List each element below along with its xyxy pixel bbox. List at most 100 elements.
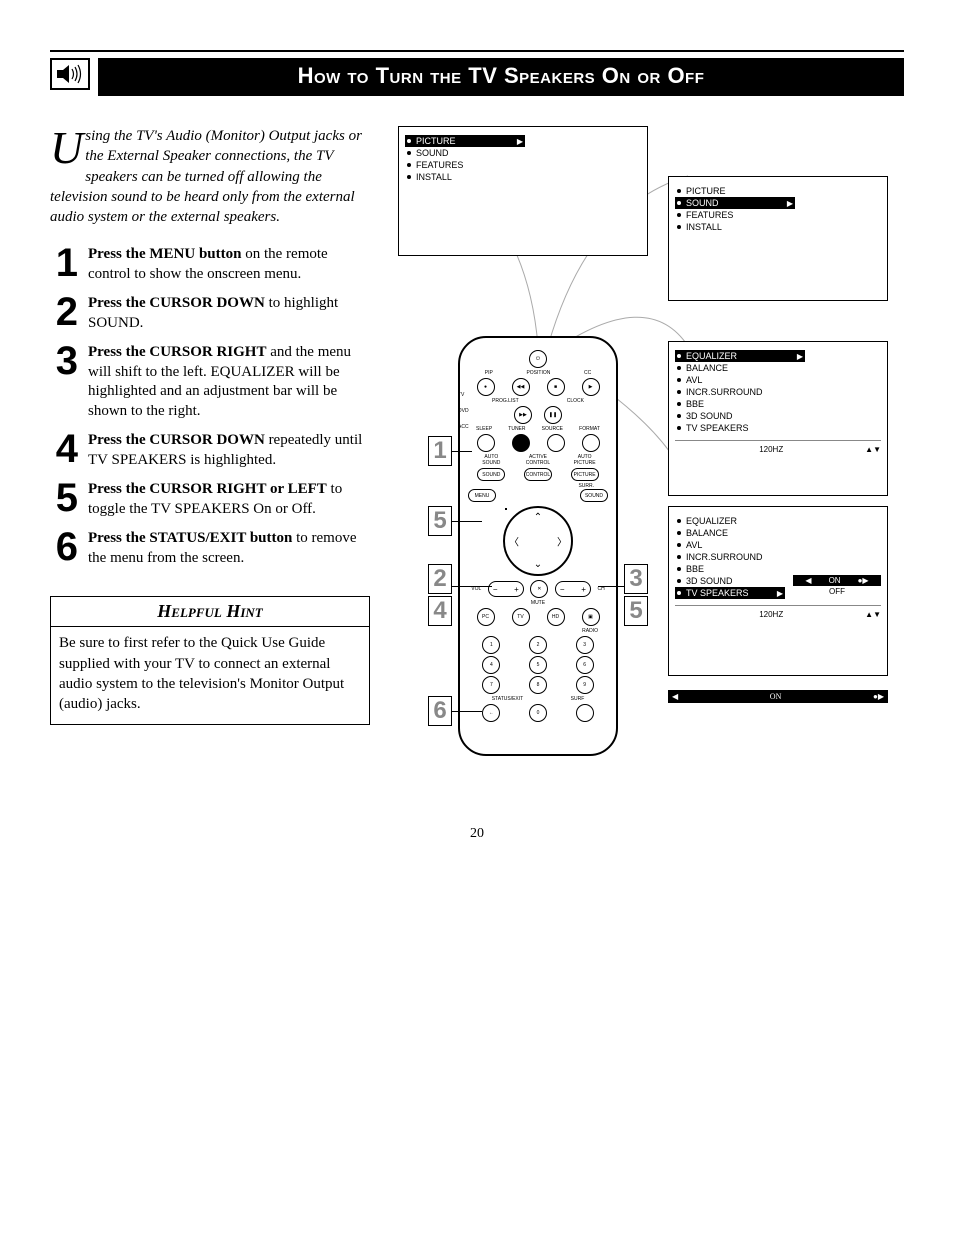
osd-item: PICTURE▶ [405, 135, 525, 147]
label: TV [458, 392, 464, 398]
osd-item: FEATURES [675, 209, 795, 221]
cursor-dpad[interactable]: ⌃ ⌄ 〈 〉 [503, 506, 573, 576]
digit-button[interactable]: 0 [529, 704, 547, 722]
intro-dropcap: U [50, 126, 85, 167]
label: CC [584, 370, 591, 376]
osd-item: BALANCE [675, 362, 805, 374]
auto-picture-button[interactable]: PICTURE [571, 468, 599, 481]
menu-button[interactable]: MENU [468, 489, 496, 502]
stop-button[interactable]: ■ [547, 378, 565, 396]
pause-button[interactable]: ❚❚ [544, 406, 562, 424]
pc-button[interactable]: PC [477, 608, 495, 626]
step-text: Press the CURSOR RIGHT and the menu will… [88, 343, 370, 421]
osd-adjust-bar: 120HZ▲▼ [675, 605, 881, 619]
leader-line [452, 451, 472, 452]
hint-heading: Helpful Hint [51, 597, 369, 627]
cursor-up-icon: ⌃ [534, 512, 542, 523]
digit-button[interactable]: 3 [576, 636, 594, 654]
label: TUNER [508, 426, 525, 432]
osd-item: BBE [675, 398, 805, 410]
step-item: 2 Press the CURSOR DOWN to highlight SOU… [50, 294, 370, 333]
digit-button[interactable]: 4 [482, 656, 500, 674]
sound-button[interactable]: SOUND [580, 489, 608, 502]
step-text: Press the CURSOR RIGHT or LEFT to toggle… [88, 480, 370, 519]
osd-item: AVL [675, 539, 785, 551]
right-column: PICTURE▶ SOUND FEATURES INSTALL PICTURE … [388, 126, 904, 766]
arrow-right-icon: ●▶ [873, 692, 884, 701]
arrow-left-icon: ◀ [672, 692, 678, 701]
osd-item: TV SPEAKERS▶ [675, 587, 785, 599]
hd-button[interactable]: HD [547, 608, 565, 626]
power-button[interactable]: ⏻ [529, 350, 547, 368]
channel-rocker[interactable]: −+ [555, 581, 591, 597]
leader-line [452, 586, 492, 587]
osd-item: SOUND [405, 147, 525, 159]
step-number: 6 [50, 529, 78, 568]
remote-control: ⏻ PIP POSITION CC ● ◀◀ ■ ▶ TV DVD ACC PR… [458, 336, 618, 756]
label: POSITION [526, 370, 550, 376]
step-text: Press the CURSOR DOWN to highlight SOUND… [88, 294, 370, 333]
digit-button[interactable]: 7 [482, 676, 500, 694]
label: STATUS/EXIT [492, 696, 523, 702]
leader-line [598, 586, 624, 587]
intro-paragraph: U sing the TV's Audio (Monitor) Output j… [50, 126, 370, 227]
sleep-button[interactable] [477, 434, 495, 452]
tuner-button[interactable] [512, 434, 530, 452]
callout-box: 3 [624, 564, 648, 594]
osd-item: PICTURE [675, 185, 795, 197]
left-column: U sing the TV's Audio (Monitor) Output j… [50, 126, 370, 725]
diagram-area: PICTURE▶ SOUND FEATURES INSTALL PICTURE … [388, 126, 904, 766]
rewind-button[interactable]: ◀◀ [512, 378, 530, 396]
digit-button[interactable]: 1 [482, 636, 500, 654]
digit-button[interactable]: 2 [529, 636, 547, 654]
label: DVD [458, 408, 469, 414]
callout-box: 2 [428, 564, 452, 594]
step-number: 4 [50, 431, 78, 470]
digit-button[interactable]: 5 [529, 656, 547, 674]
leader-line [452, 521, 482, 522]
volume-rocker[interactable]: −+ [488, 581, 524, 597]
radio-button[interactable]: ▣ [582, 608, 600, 626]
leader-line [452, 711, 482, 712]
osd-equalizer: EQUALIZER▶ BALANCE AVL INCR.SURROUND BBE… [668, 341, 888, 496]
osd-value: ◀ ON ●▶ [793, 575, 881, 586]
active-control-button[interactable]: CONTROL [524, 468, 552, 481]
status-exit-button[interactable]: ← [482, 704, 500, 722]
mute-button[interactable]: ✕ [530, 580, 548, 598]
auto-sound-button[interactable]: SOUND [477, 468, 505, 481]
label: AUTO PICTURE [570, 454, 600, 466]
digit-button[interactable]: 8 [529, 676, 547, 694]
format-button[interactable] [582, 434, 600, 452]
helpful-hint-box: Helpful Hint Be sure to first refer to t… [50, 596, 370, 725]
digit-button[interactable]: 6 [576, 656, 594, 674]
step-number: 5 [50, 480, 78, 519]
callout-box: 1 [428, 436, 452, 466]
osd-result-value: ON [770, 692, 782, 701]
step-text: Press the MENU button on the remote cont… [88, 245, 370, 284]
callout-box: 4 [428, 596, 452, 626]
hint-body: Be sure to first refer to the Quick Use … [51, 627, 369, 724]
title-text: How to Turn the TV Speakers On or Off [298, 63, 705, 88]
osd-item: BBE [675, 563, 785, 575]
osd-item: 3D SOUND [675, 410, 805, 422]
tv-button[interactable]: TV [512, 608, 530, 626]
label: AUTO SOUND [476, 454, 506, 466]
intro-text: sing the TV's Audio (Monitor) Output jac… [50, 128, 362, 225]
step-item: 3 Press the CURSOR RIGHT and the menu wi… [50, 343, 370, 421]
osd-item: INSTALL [405, 171, 525, 183]
label: CLOCK [567, 398, 584, 404]
osd-item: 3D SOUND [675, 575, 785, 587]
record-button[interactable]: ● [477, 378, 495, 396]
speaker-icon [50, 58, 90, 90]
osd-sound-selected: PICTURE SOUND▶ FEATURES INSTALL [668, 176, 888, 301]
play-button[interactable]: ▶ [582, 378, 600, 396]
ff-button[interactable]: ▶▶ [514, 406, 532, 424]
surf-button[interactable] [576, 704, 594, 722]
digit-button[interactable]: 9 [576, 676, 594, 694]
osd-tv-speakers: EQUALIZER BALANCE AVL INCR.SURROUND BBE … [668, 506, 888, 676]
label: SURF [571, 696, 585, 702]
step-number: 1 [50, 245, 78, 284]
osd-item: EQUALIZER [675, 515, 785, 527]
source-button[interactable] [547, 434, 565, 452]
label: PROG.LIST [492, 398, 519, 404]
